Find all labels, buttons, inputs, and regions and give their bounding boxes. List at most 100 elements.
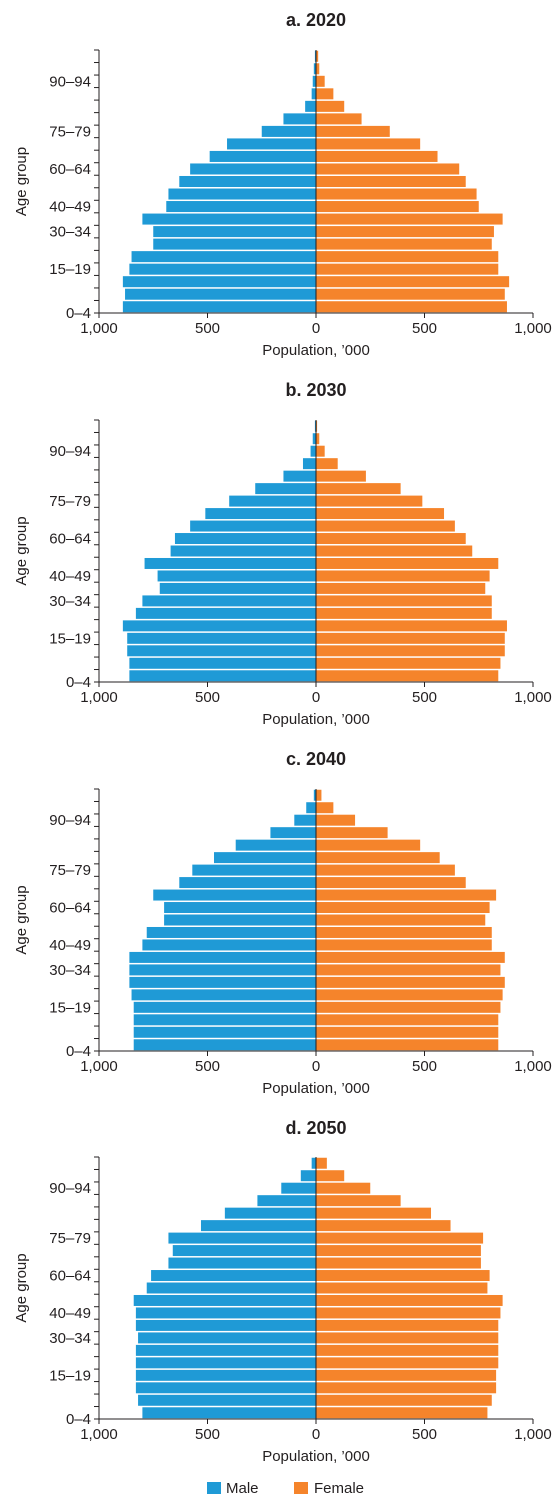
y-tick-label: 30–34 bbox=[49, 593, 91, 610]
bar-male-60-64 bbox=[168, 1257, 316, 1269]
bar-male-80-84 bbox=[283, 470, 316, 482]
bar-female-20-24 bbox=[316, 1357, 499, 1369]
bar-female-55-59 bbox=[316, 1270, 490, 1282]
bar-female-10-14 bbox=[316, 1382, 497, 1394]
y-tick-label: 15–19 bbox=[49, 261, 91, 278]
bar-male-0-4 bbox=[122, 301, 317, 313]
bar-female-35-39 bbox=[316, 213, 503, 225]
bar-male-45-49 bbox=[144, 557, 316, 569]
bar-female-5-9 bbox=[316, 1026, 499, 1038]
bar-male-35-39 bbox=[129, 951, 316, 963]
y-tick-label: 0–4 bbox=[66, 305, 91, 322]
bar-female-40-44 bbox=[316, 570, 490, 582]
y-tick-label: 90–94 bbox=[49, 73, 91, 90]
bar-female-60-64 bbox=[316, 889, 497, 901]
bar-female-20-24 bbox=[316, 620, 507, 632]
bar-female-65-69 bbox=[316, 1245, 481, 1257]
x-axis-label: Population, ’000 bbox=[262, 342, 370, 359]
bar-female-65-69 bbox=[316, 138, 421, 150]
y-tick-label: 0–4 bbox=[66, 674, 91, 691]
bar-female-85-89 bbox=[316, 458, 338, 470]
y-tick-label: 60–64 bbox=[49, 161, 91, 178]
bar-male-85-89 bbox=[302, 458, 316, 470]
bar-female-25-29 bbox=[316, 238, 492, 250]
bar-female-10-14 bbox=[316, 1014, 499, 1026]
y-tick-label: 75–79 bbox=[49, 123, 91, 140]
y-tick-label: 30–34 bbox=[49, 224, 91, 241]
bar-female-90-94 bbox=[316, 445, 325, 457]
x-tick-label: 500 bbox=[195, 1058, 220, 1075]
y-tick-label: 75–79 bbox=[49, 1230, 91, 1247]
bar-female-10-14 bbox=[316, 276, 510, 288]
bar-male-55-59 bbox=[164, 902, 316, 914]
y-tick-label: 90–94 bbox=[49, 443, 91, 460]
x-tick-label: 0 bbox=[312, 1058, 320, 1075]
bar-male-15-19 bbox=[127, 632, 317, 644]
y-tick-label: 40–49 bbox=[49, 568, 91, 585]
x-tick-label: 0 bbox=[312, 1426, 320, 1443]
bar-female-60-64 bbox=[316, 1257, 481, 1269]
bar-male-15-19 bbox=[129, 263, 316, 275]
bar-male-90-94 bbox=[312, 75, 316, 87]
bar-female-70-74 bbox=[316, 864, 455, 876]
bar-male-60-64 bbox=[153, 889, 316, 901]
bar-female-5-9 bbox=[316, 288, 505, 300]
bar-male-30-34 bbox=[153, 226, 316, 238]
bar-female-30-34 bbox=[316, 1332, 499, 1344]
y-tick-label: 75–79 bbox=[49, 862, 91, 879]
bar-male-100- bbox=[311, 1157, 316, 1169]
bar-female-55-59 bbox=[316, 163, 460, 175]
y-tick-label: 40–49 bbox=[49, 199, 91, 216]
bar-male-50-54 bbox=[170, 545, 316, 557]
y-tick-label: 75–79 bbox=[49, 493, 91, 510]
bar-male-95-99 bbox=[312, 433, 316, 445]
bar-male-35-39 bbox=[142, 213, 316, 225]
bar-female-60-64 bbox=[316, 520, 455, 532]
bar-male-20-24 bbox=[122, 620, 317, 632]
bar-male-85-89 bbox=[270, 827, 316, 839]
bar-female-70-74 bbox=[316, 1232, 484, 1244]
legend-male-swatch bbox=[207, 1482, 221, 1494]
x-tick-label: 1,000 bbox=[514, 689, 552, 706]
bar-male-70-74 bbox=[168, 1232, 316, 1244]
bar-male-20-24 bbox=[131, 251, 316, 263]
bar-female-100- bbox=[316, 1157, 327, 1169]
bar-male-55-59 bbox=[174, 533, 316, 545]
bar-male-5-9 bbox=[129, 657, 316, 669]
bar-female-85-89 bbox=[316, 827, 388, 839]
bar-female-100- bbox=[316, 420, 318, 432]
y-tick-label: 30–34 bbox=[49, 1330, 91, 1347]
bar-male-10-14 bbox=[122, 276, 317, 288]
bar-male-90-94 bbox=[281, 1182, 316, 1194]
x-tick-label: 1,000 bbox=[514, 320, 552, 337]
bar-female-75-79 bbox=[316, 113, 362, 125]
bar-female-20-24 bbox=[316, 989, 503, 1001]
bar-male-35-39 bbox=[135, 1319, 316, 1331]
bar-male-90-94 bbox=[310, 445, 316, 457]
bar-female-5-9 bbox=[316, 657, 501, 669]
x-tick-label: 500 bbox=[412, 1426, 437, 1443]
bar-male-65-69 bbox=[205, 508, 316, 520]
y-tick-label: 0–4 bbox=[66, 1411, 91, 1428]
bar-female-40-44 bbox=[316, 201, 479, 213]
bar-male-95-99 bbox=[300, 1170, 316, 1182]
y-tick-label: 0–4 bbox=[66, 1043, 91, 1060]
bar-female-15-19 bbox=[316, 632, 505, 644]
bar-female-70-74 bbox=[316, 125, 390, 137]
bar-female-25-29 bbox=[316, 607, 492, 619]
bar-female-25-29 bbox=[316, 1344, 499, 1356]
bar-female-45-49 bbox=[316, 188, 477, 200]
y-tick-label: 90–94 bbox=[49, 1180, 91, 1197]
bar-female-75-79 bbox=[316, 1220, 451, 1232]
bar-male-0-4 bbox=[133, 1039, 316, 1051]
bar-male-25-29 bbox=[129, 976, 316, 988]
bar-female-55-59 bbox=[316, 902, 490, 914]
bar-male-40-44 bbox=[157, 570, 316, 582]
y-tick-label: 30–34 bbox=[49, 962, 91, 979]
y-axis-label: Age group bbox=[13, 1253, 30, 1322]
x-tick-label: 1,000 bbox=[514, 1426, 552, 1443]
x-tick-label: 500 bbox=[412, 689, 437, 706]
x-tick-label: 0 bbox=[312, 689, 320, 706]
bar-female-35-39 bbox=[316, 1319, 499, 1331]
